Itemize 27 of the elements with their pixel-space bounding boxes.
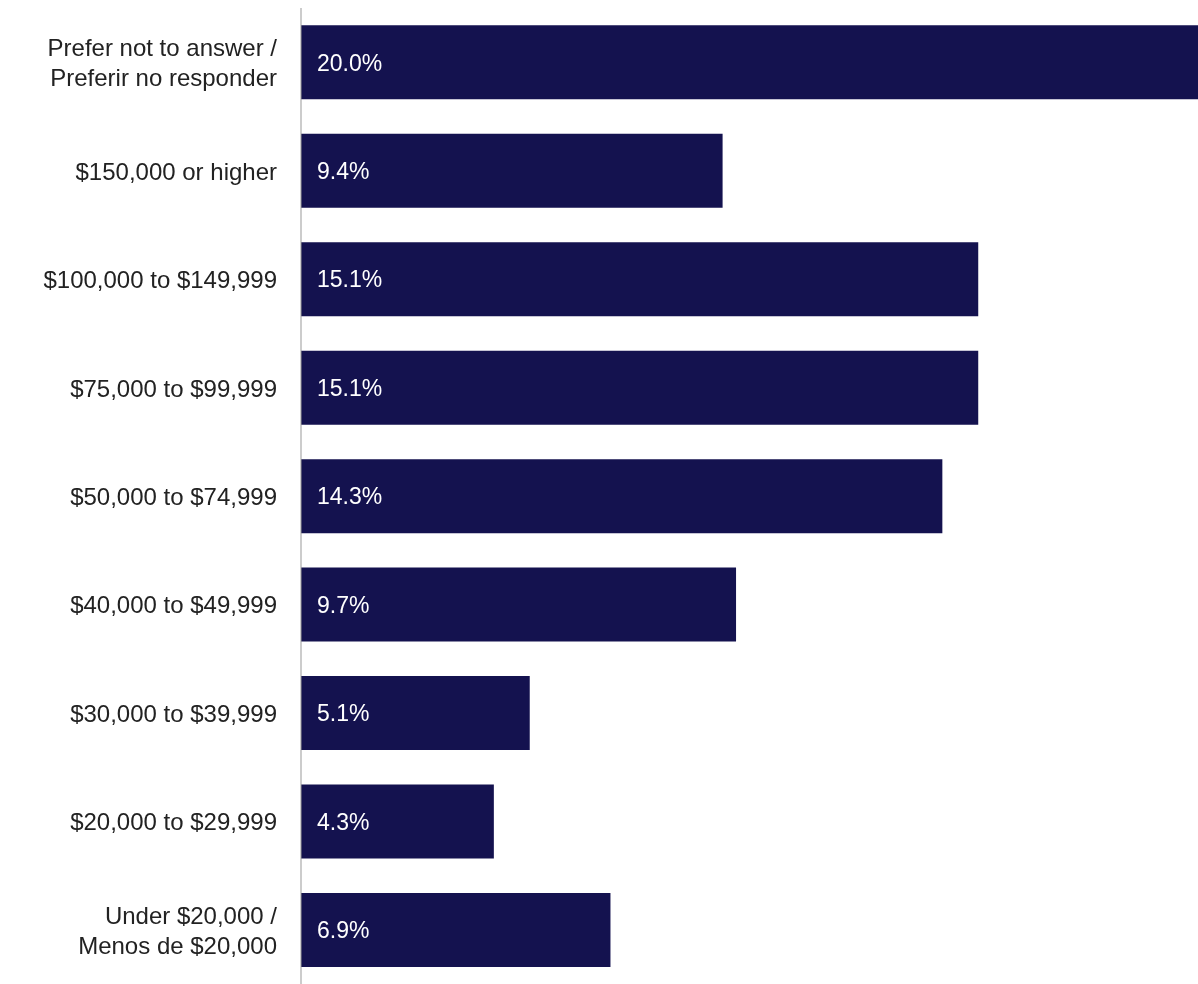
y-tick-label: $40,000 to $49,999 bbox=[70, 590, 277, 618]
y-tick-label: $50,000 to $74,999 bbox=[70, 482, 277, 510]
bar bbox=[301, 350, 979, 425]
data-label: 15.1% bbox=[317, 374, 383, 401]
bar bbox=[301, 676, 530, 751]
data-label: 5.1% bbox=[317, 700, 370, 727]
bar bbox=[301, 567, 737, 642]
data-label: 6.9% bbox=[317, 917, 370, 944]
y-tick-label: Under $20,000 / Menos de $20,000 bbox=[78, 901, 278, 959]
data-label: 9.7% bbox=[317, 591, 370, 618]
y-tick-label: Prefer not to answer / Preferir no responder bbox=[47, 33, 278, 91]
data-label: 4.3% bbox=[317, 808, 370, 835]
bar bbox=[301, 133, 723, 208]
data-label: 9.4% bbox=[317, 157, 370, 184]
y-tick-label: $30,000 to $39,999 bbox=[70, 699, 277, 727]
bar bbox=[301, 242, 979, 317]
y-tick-label: $150,000 or higher bbox=[75, 157, 277, 185]
y-tick-label: $20,000 to $29,999 bbox=[70, 807, 277, 835]
bar bbox=[301, 784, 494, 859]
data-label: 14.3% bbox=[317, 483, 383, 510]
y-tick-label: $75,000 to $99,999 bbox=[70, 374, 277, 402]
y-tick-label: $100,000 to $149,999 bbox=[43, 265, 277, 293]
data-label: 15.1% bbox=[317, 266, 383, 293]
bar bbox=[301, 25, 1198, 100]
bar bbox=[301, 459, 943, 534]
data-label: 20.0% bbox=[317, 49, 383, 76]
bar bbox=[301, 892, 611, 967]
